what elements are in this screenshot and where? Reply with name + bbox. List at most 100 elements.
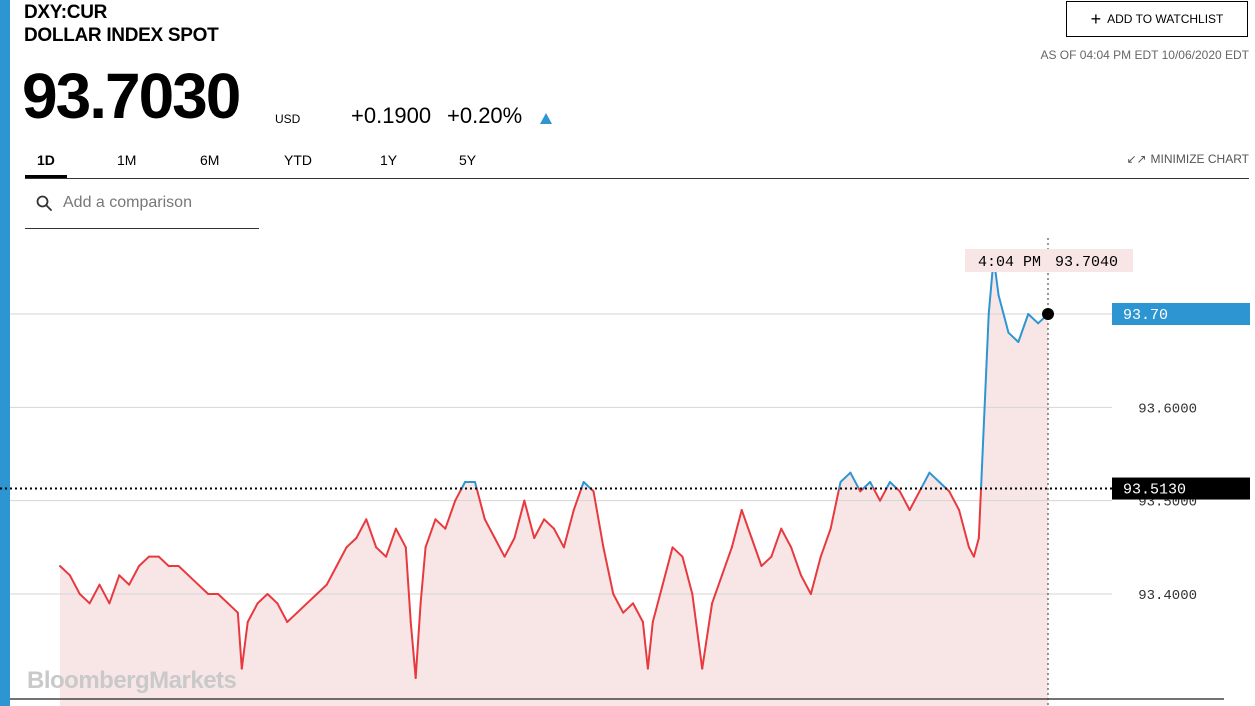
series-segment xyxy=(493,537,506,558)
tab-1d[interactable]: 1D xyxy=(37,152,55,168)
series-segment xyxy=(414,602,422,679)
series-segment xyxy=(885,481,891,490)
series-segment xyxy=(256,593,269,605)
series-segment xyxy=(306,593,318,605)
series-segment xyxy=(967,546,975,558)
series-segment xyxy=(197,583,210,595)
series-segment xyxy=(444,499,457,530)
series-segment xyxy=(862,481,872,490)
series-segment xyxy=(78,593,91,605)
series-segment xyxy=(1007,331,1020,343)
minimize-chart-label: MINIMIZE CHART xyxy=(1150,152,1249,166)
add-to-watchlist-button[interactable]: + ADD TO WATCHLIST xyxy=(1066,1,1248,37)
series-segment xyxy=(246,602,259,623)
previous-close-label: 93.5130 xyxy=(1123,482,1186,499)
series-segment xyxy=(720,546,733,577)
previous-close-tag: 93.5130 xyxy=(1112,477,1250,500)
series-segment xyxy=(592,490,605,549)
series-segment xyxy=(226,602,239,614)
up-triangle-icon xyxy=(540,113,552,124)
series-segment xyxy=(849,471,860,490)
series-segment xyxy=(460,481,467,490)
series-segment xyxy=(622,602,635,614)
series-segment xyxy=(475,487,486,521)
price-change-percent: +0.20% xyxy=(447,103,523,128)
series-segment xyxy=(236,611,243,670)
tab-6m[interactable]: 6M xyxy=(200,152,220,168)
series-segment xyxy=(872,487,882,502)
series-segment xyxy=(59,565,71,577)
crosshair-readout-bg xyxy=(965,249,1133,272)
series-segment xyxy=(88,583,101,605)
tab-ytd[interactable]: YTD xyxy=(284,152,312,168)
series-segment xyxy=(750,537,763,567)
series-segment xyxy=(434,518,447,530)
gridlines xyxy=(10,313,1112,595)
current-price-label: 93.70 xyxy=(1123,307,1168,324)
tab-1m[interactable]: 1M xyxy=(117,152,137,168)
price-change: +0.1900 xyxy=(351,103,432,128)
series-segment xyxy=(345,537,358,549)
last-price: 93.7030 xyxy=(22,60,241,132)
minimize-chart-button[interactable]: ↙↗ MINIMIZE CHART xyxy=(1126,152,1249,166)
series-segment xyxy=(681,555,694,595)
series-segment xyxy=(108,574,121,605)
series-segment xyxy=(740,509,753,539)
y-tick-label: 93.6000 xyxy=(1138,401,1197,417)
currency-label: USD xyxy=(275,112,301,126)
series-segment xyxy=(404,546,412,623)
series-segment xyxy=(928,471,941,483)
crosshair-value: 93.7040 xyxy=(1055,254,1118,271)
comparison-search xyxy=(25,181,259,229)
series-segment xyxy=(958,509,970,549)
watermark-logo: BloombergMarkets xyxy=(27,667,237,694)
series-segment xyxy=(898,490,911,511)
series-segment xyxy=(770,527,783,558)
series-segment xyxy=(315,583,328,595)
series-segment xyxy=(375,546,388,558)
area-fill xyxy=(60,258,1048,706)
series-segment xyxy=(157,555,170,567)
comparison-search-input[interactable] xyxy=(63,191,253,215)
series-segment xyxy=(562,509,575,549)
series-segment xyxy=(68,574,81,595)
series-segment xyxy=(632,602,644,623)
series-segment xyxy=(809,555,822,595)
series-segment xyxy=(483,518,496,539)
as-of-timestamp: AS OF 04:04 PM EDT 10/06/2020 EDT xyxy=(1040,48,1249,62)
series-segment xyxy=(296,602,308,614)
add-to-watchlist-label: ADD TO WATCHLIST xyxy=(1107,12,1224,26)
series-segment xyxy=(972,537,980,558)
series-segment xyxy=(888,481,898,490)
tab-1y[interactable]: 1Y xyxy=(380,152,398,168)
series-segment xyxy=(394,527,407,549)
series-segment xyxy=(217,593,229,605)
tab-5y[interactable]: 5Y xyxy=(459,152,477,168)
series-segment xyxy=(869,481,875,490)
series-segment xyxy=(177,565,190,577)
time-range-tabs: 1D 1M 6M YTD 1Y 5Y ↙↗ MINIMIZE CHART xyxy=(25,146,1249,179)
series-segment xyxy=(424,518,437,549)
previous-close-tag-bg xyxy=(1112,477,1250,500)
series-segment xyxy=(138,555,150,567)
series-segment xyxy=(838,481,842,490)
series-segment xyxy=(365,518,378,549)
series-segment xyxy=(780,527,793,549)
series-segment xyxy=(908,490,921,511)
series-segment xyxy=(819,527,832,558)
search-icon xyxy=(36,195,52,211)
series-segment xyxy=(240,621,249,670)
series-segment xyxy=(612,593,625,614)
series-segment xyxy=(980,313,990,490)
series-segment xyxy=(409,621,417,679)
ticker-symbol: DXY:CUR xyxy=(24,2,108,23)
series-segment xyxy=(385,527,397,558)
series-segment xyxy=(580,481,585,490)
series-segment xyxy=(533,518,546,539)
series-segment xyxy=(276,602,289,623)
series-segment xyxy=(543,518,555,530)
series-segment xyxy=(454,490,462,502)
series-segment xyxy=(671,546,684,558)
